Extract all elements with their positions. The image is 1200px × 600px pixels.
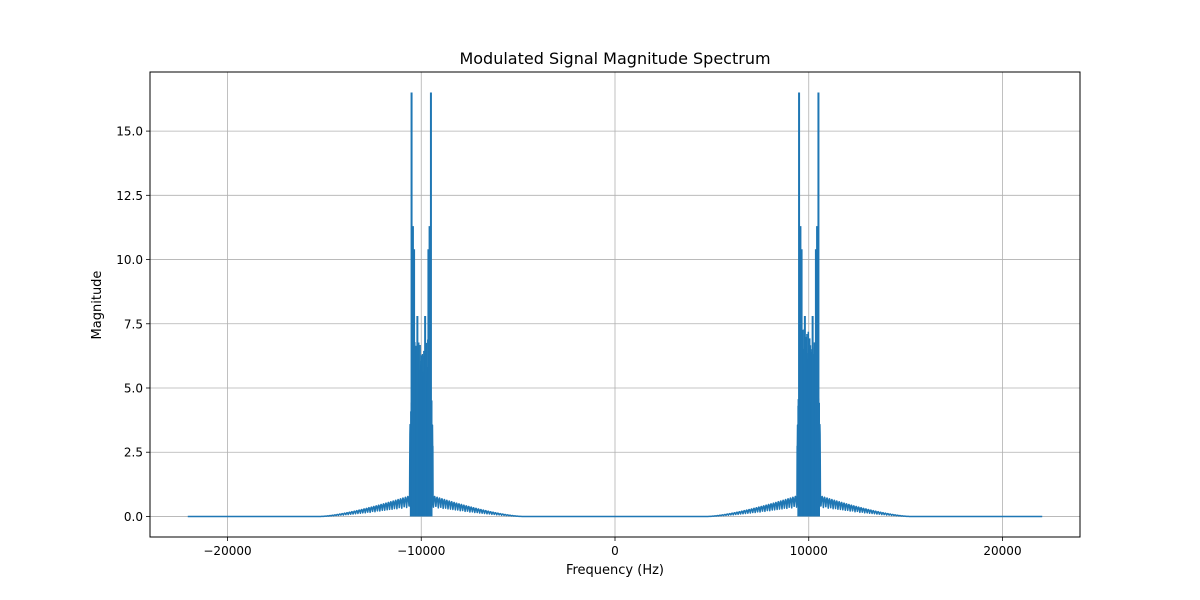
x-axis-ticks: −20000 −10000 0 10000 20000: [203, 537, 1022, 558]
x-axis-label: Frequency (Hz): [566, 563, 664, 578]
spectrum-series: [187, 92, 1043, 518]
chart-title: Modulated Signal Magnitude Spectrum: [459, 49, 770, 68]
y-tick-label: 7.5: [124, 317, 143, 331]
y-tick-label: 2.5: [124, 446, 143, 460]
y-tick-label: 0.0: [124, 510, 143, 524]
x-tick-label: 20000: [983, 544, 1021, 558]
y-axis-label: Magnitude: [90, 271, 105, 340]
y-axis-ticks: 0.0 2.5 5.0 7.5 10.0 12.5 15.0: [116, 125, 150, 524]
y-tick-label: 10.0: [116, 253, 143, 267]
x-tick-label: −20000: [203, 544, 251, 558]
x-tick-label: 10000: [790, 544, 828, 558]
spectrum-line: [187, 423, 1043, 518]
y-tick-label: 15.0: [116, 125, 143, 139]
x-tick-label: −10000: [397, 544, 445, 558]
x-tick-label: 0: [611, 544, 619, 558]
y-tick-label: 5.0: [124, 381, 143, 395]
y-tick-label: 12.5: [116, 189, 143, 203]
